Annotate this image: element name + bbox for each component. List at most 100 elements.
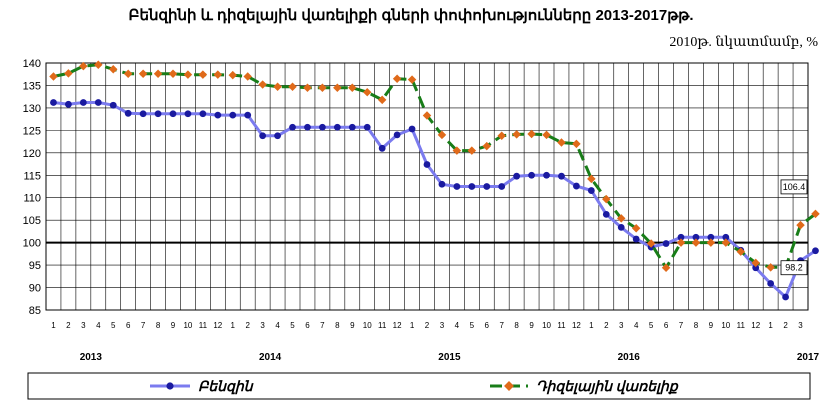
data-label-text: 98.2 xyxy=(785,263,803,273)
legend-item-diesel: Դիզելային վառելիք xyxy=(490,380,679,395)
data-point xyxy=(94,60,103,70)
year-label: 2014 xyxy=(259,352,282,363)
y-tick-label: 105 xyxy=(23,215,41,227)
data-point xyxy=(258,80,267,89)
data-point xyxy=(319,123,326,131)
x-tick-label: 2 xyxy=(604,321,609,330)
data-point xyxy=(766,263,775,272)
x-tick-label: 4 xyxy=(96,321,101,330)
data-point xyxy=(318,83,327,92)
x-axis-month-labels: 1 2 3 4 5 6 7 8 9 10 11 12 1 2 3 4 5 6 7 8 9 10 11 12 1 2 3 4 5 6 7 8 9 1… xyxy=(51,321,803,330)
data-label-text: 106.4 xyxy=(783,182,806,192)
series-line xyxy=(53,63,817,270)
x-tick-label: 1 xyxy=(768,321,773,330)
x-tick-label: 9 xyxy=(529,321,534,330)
x-tick-label: 1 xyxy=(51,321,56,330)
data-point xyxy=(692,233,700,241)
y-tick-label: 125 xyxy=(23,125,41,137)
data-point xyxy=(229,111,237,119)
x-tick-label: 9 xyxy=(171,321,176,330)
x-tick-label: 11 xyxy=(737,321,746,330)
plot-area xyxy=(45,62,809,311)
data-point xyxy=(228,70,238,80)
data-point xyxy=(393,131,401,139)
x-tick-label: 7 xyxy=(320,321,325,330)
legend-label-diesel: Դիզելային վառելիք xyxy=(536,380,679,395)
data-point xyxy=(423,161,431,168)
data-point xyxy=(632,235,640,243)
data-point xyxy=(587,187,595,194)
x-tick-label: 7 xyxy=(499,321,504,330)
x-tick-label: 3 xyxy=(260,321,265,330)
y-axis-ticks: 85 90 95 100 105 110 115 120 125 130 135 140 xyxy=(23,58,41,317)
data-point xyxy=(139,110,147,118)
data-point xyxy=(812,247,819,255)
x-tick-label: 5 xyxy=(649,321,654,330)
data-point xyxy=(453,183,461,190)
data-point xyxy=(243,72,252,81)
data-point xyxy=(543,171,550,179)
x-tick-label: 2 xyxy=(66,321,71,330)
data-point xyxy=(273,82,282,92)
data-point xyxy=(289,123,296,131)
x-tick-label: 8 xyxy=(335,321,340,330)
x-tick-label: 8 xyxy=(694,321,699,330)
data-point xyxy=(752,264,760,272)
data-label: 106.4 xyxy=(780,179,808,195)
x-tick-label: 9 xyxy=(709,321,714,330)
x-tick-label: 7 xyxy=(141,321,146,330)
data-point xyxy=(138,69,148,79)
data-point xyxy=(49,72,58,81)
grid-lines xyxy=(46,63,808,310)
x-tick-label: 4 xyxy=(634,321,639,330)
data-point xyxy=(558,172,565,180)
data-point xyxy=(438,180,446,188)
data-point xyxy=(124,109,132,117)
data-point xyxy=(108,65,118,74)
data-point xyxy=(468,183,476,190)
year-label: 2013 xyxy=(80,352,103,363)
y-tick-label: 130 xyxy=(23,103,41,115)
year-label: 2016 xyxy=(618,352,641,363)
data-point xyxy=(198,70,208,79)
legend-item-gasoline: Բենզին xyxy=(150,380,254,395)
y-tick-label: 120 xyxy=(23,148,41,160)
series-0 xyxy=(50,99,819,301)
data-point xyxy=(498,183,506,190)
data-point xyxy=(528,171,535,179)
x-tick-label: 2 xyxy=(783,321,788,330)
legend: Բենզին Դիզելային վառելիք xyxy=(27,372,811,400)
legend-label-gasoline: Բենզին xyxy=(198,380,254,395)
data-point xyxy=(333,83,342,92)
data-point xyxy=(153,69,163,79)
x-tick-label: 3 xyxy=(440,321,445,330)
x-tick-label: 8 xyxy=(514,321,519,330)
x-tick-label: 3 xyxy=(619,321,624,330)
year-label: 2017 xyxy=(797,352,820,363)
legend-marker-diesel xyxy=(504,381,514,391)
data-point xyxy=(154,110,162,118)
data-point xyxy=(661,263,671,273)
x-tick-label: 6 xyxy=(485,321,490,330)
x-tick-label: 10 xyxy=(542,321,551,330)
data-point xyxy=(168,69,178,79)
data-point xyxy=(377,95,387,105)
data-point xyxy=(214,111,222,119)
data-point xyxy=(65,100,72,108)
data-label-box xyxy=(780,260,808,276)
data-point xyxy=(408,125,416,133)
x-tick-label: 6 xyxy=(305,321,310,330)
x-tick-label: 5 xyxy=(290,321,295,330)
data-point xyxy=(79,61,88,71)
data-label-box xyxy=(780,179,808,195)
x-tick-label: 6 xyxy=(126,321,131,330)
data-point xyxy=(483,183,491,190)
data-point xyxy=(348,123,356,131)
x-tick-label: 2 xyxy=(425,321,430,330)
x-tick-label: 4 xyxy=(455,321,460,330)
x-tick-label: 10 xyxy=(363,321,372,330)
x-tick-label: 8 xyxy=(156,321,161,330)
chart-subtitle: 2010թ. նկատմամբ, % xyxy=(669,35,818,50)
x-tick-label: 11 xyxy=(557,321,566,330)
data-point xyxy=(244,111,252,119)
